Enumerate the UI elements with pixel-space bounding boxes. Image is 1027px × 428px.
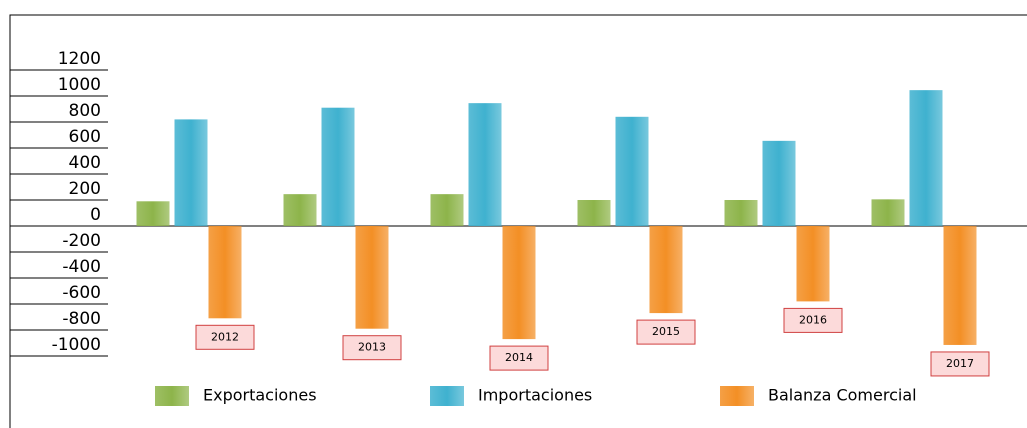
bar [502,226,536,340]
bar [762,140,796,226]
bar [796,226,830,302]
category-box [636,319,696,345]
x-tick-label: 2015 [652,325,680,338]
bar [943,226,977,345]
bar [208,226,242,319]
bar [468,103,502,226]
legend-swatch [720,386,754,406]
legend-label: Importaciones [478,386,592,405]
y-tick-label: -800 [62,309,101,329]
category-box [342,335,402,361]
bar [283,194,317,226]
y-tick-label: -1000 [52,335,101,355]
legend-label: Exportaciones [203,386,317,405]
category-box [930,351,990,377]
y-tick-label: 1200 [58,49,101,69]
legend-swatch [430,386,464,406]
bar [724,200,758,226]
bar [615,116,649,226]
y-tick-label: -400 [62,257,101,277]
y-tick-label: -200 [62,231,101,251]
legend-label: Balanza Comercial [768,386,917,405]
y-tick-label: 800 [69,101,101,121]
x-tick-label: 2012 [211,330,239,343]
bar [174,119,208,226]
bar [321,107,355,226]
y-tick-label: 600 [69,127,101,147]
y-tick-label: 400 [69,153,101,173]
bar [577,200,611,226]
legend-swatch [155,386,189,406]
category-box [195,324,255,350]
x-tick-label: 2016 [799,313,827,326]
bar [430,194,464,226]
x-tick-label: 2017 [946,357,974,370]
y-tick-label: 0 [90,205,101,225]
bar [909,90,943,227]
frame [9,14,1027,428]
y-tick-label: 1000 [58,75,101,95]
category-box [783,307,843,333]
y-tick-label: 200 [69,179,101,199]
x-tick-label: 2014 [505,351,533,364]
bar [136,201,170,226]
bar [871,199,905,226]
x-tick-label: 2013 [358,341,386,354]
bar [649,226,683,314]
y-tick-label: -600 [62,283,101,303]
category-box [489,345,549,371]
bar [355,226,389,329]
